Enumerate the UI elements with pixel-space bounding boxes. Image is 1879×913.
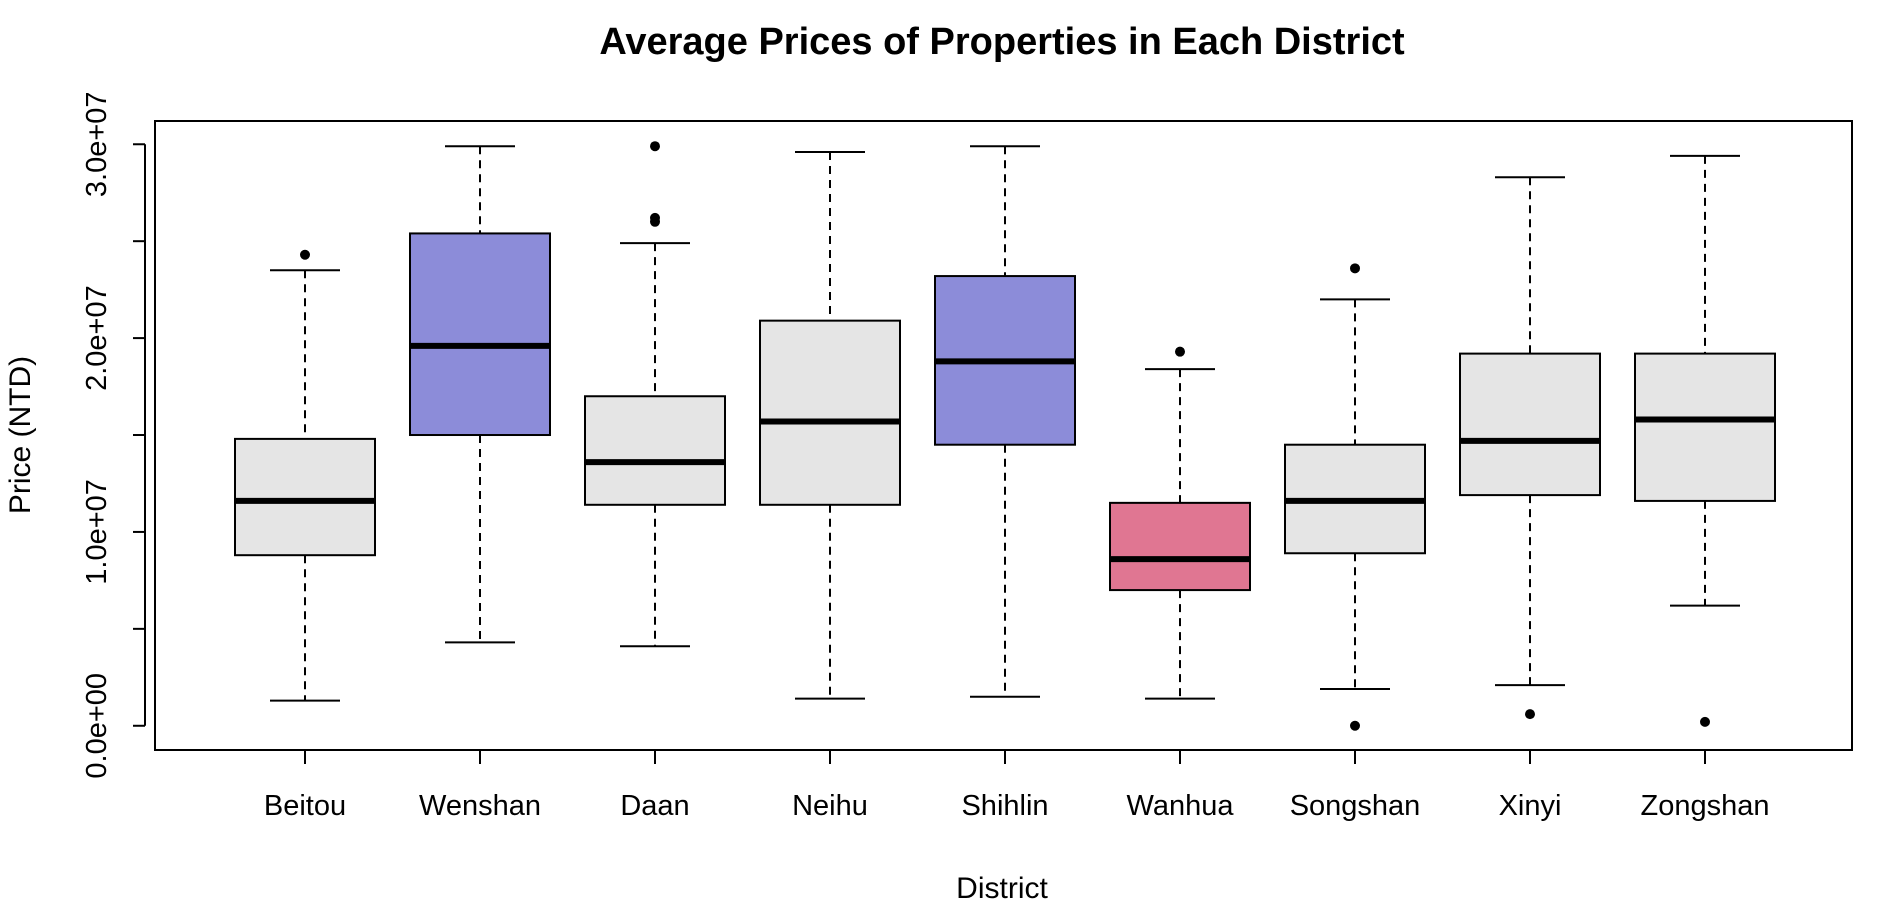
- outlier-point: [1700, 716, 1710, 727]
- x-axis-label: District: [956, 872, 1048, 905]
- x-axis: Beitou Wenshan Daan Neihu Shihlin Wanhua Songs…: [264, 749, 1770, 822]
- x-tick-label: Neihu: [792, 790, 868, 822]
- x-tick-label: Zongshan: [1641, 790, 1770, 822]
- y-axis-label: Price (NTD): [4, 356, 37, 514]
- x-tick-label: Beitou: [264, 790, 346, 822]
- box-wenshan: [409, 145, 551, 644]
- outlier-point: [1350, 263, 1360, 274]
- outlier-point: [650, 141, 660, 152]
- box-iqr: [1109, 501, 1251, 592]
- x-tick-label: Songshan: [1290, 790, 1421, 822]
- outlier-point: [650, 212, 660, 223]
- x-tick-label: Wanhua: [1127, 790, 1235, 822]
- box-iqr: [584, 395, 726, 506]
- y-tick-label: 1.0e+07: [81, 479, 113, 585]
- x-tick-label: Xinyi: [1499, 790, 1562, 822]
- y-tick-label: 0.0e+00: [81, 673, 113, 779]
- x-tick-label: Daan: [620, 790, 689, 822]
- chart-title: Average Prices of Properties in Each Dis…: [599, 21, 1405, 63]
- y-tick-label: 2.0e+07: [81, 285, 113, 391]
- box-daan: [584, 141, 726, 648]
- box-series: [234, 141, 1776, 731]
- box-iqr: [1459, 352, 1601, 497]
- box-neihu: [759, 151, 901, 700]
- y-tick-label: 3.0e+07: [81, 91, 113, 197]
- box-zongshan: [1634, 154, 1776, 727]
- outlier-point: [1350, 720, 1360, 731]
- box-beitou: [234, 249, 376, 702]
- y-axis: 0.0e+00 1.0e+07 2.0e+07 3.0e+07: [81, 91, 146, 779]
- x-tick-label: Shihlin: [961, 790, 1048, 822]
- box-shihlin: [934, 145, 1076, 698]
- outlier-point: [300, 249, 310, 260]
- box-iqr: [409, 232, 551, 437]
- outlier-point: [1175, 346, 1185, 357]
- box-xinyi: [1459, 176, 1601, 720]
- box-iqr: [234, 437, 376, 557]
- box-wanhua: [1109, 346, 1251, 700]
- outlier-point: [1525, 709, 1535, 720]
- box-iqr: [1634, 352, 1776, 502]
- box-songshan: [1284, 263, 1426, 731]
- box-iqr: [759, 319, 901, 506]
- x-tick-label: Wenshan: [419, 790, 541, 822]
